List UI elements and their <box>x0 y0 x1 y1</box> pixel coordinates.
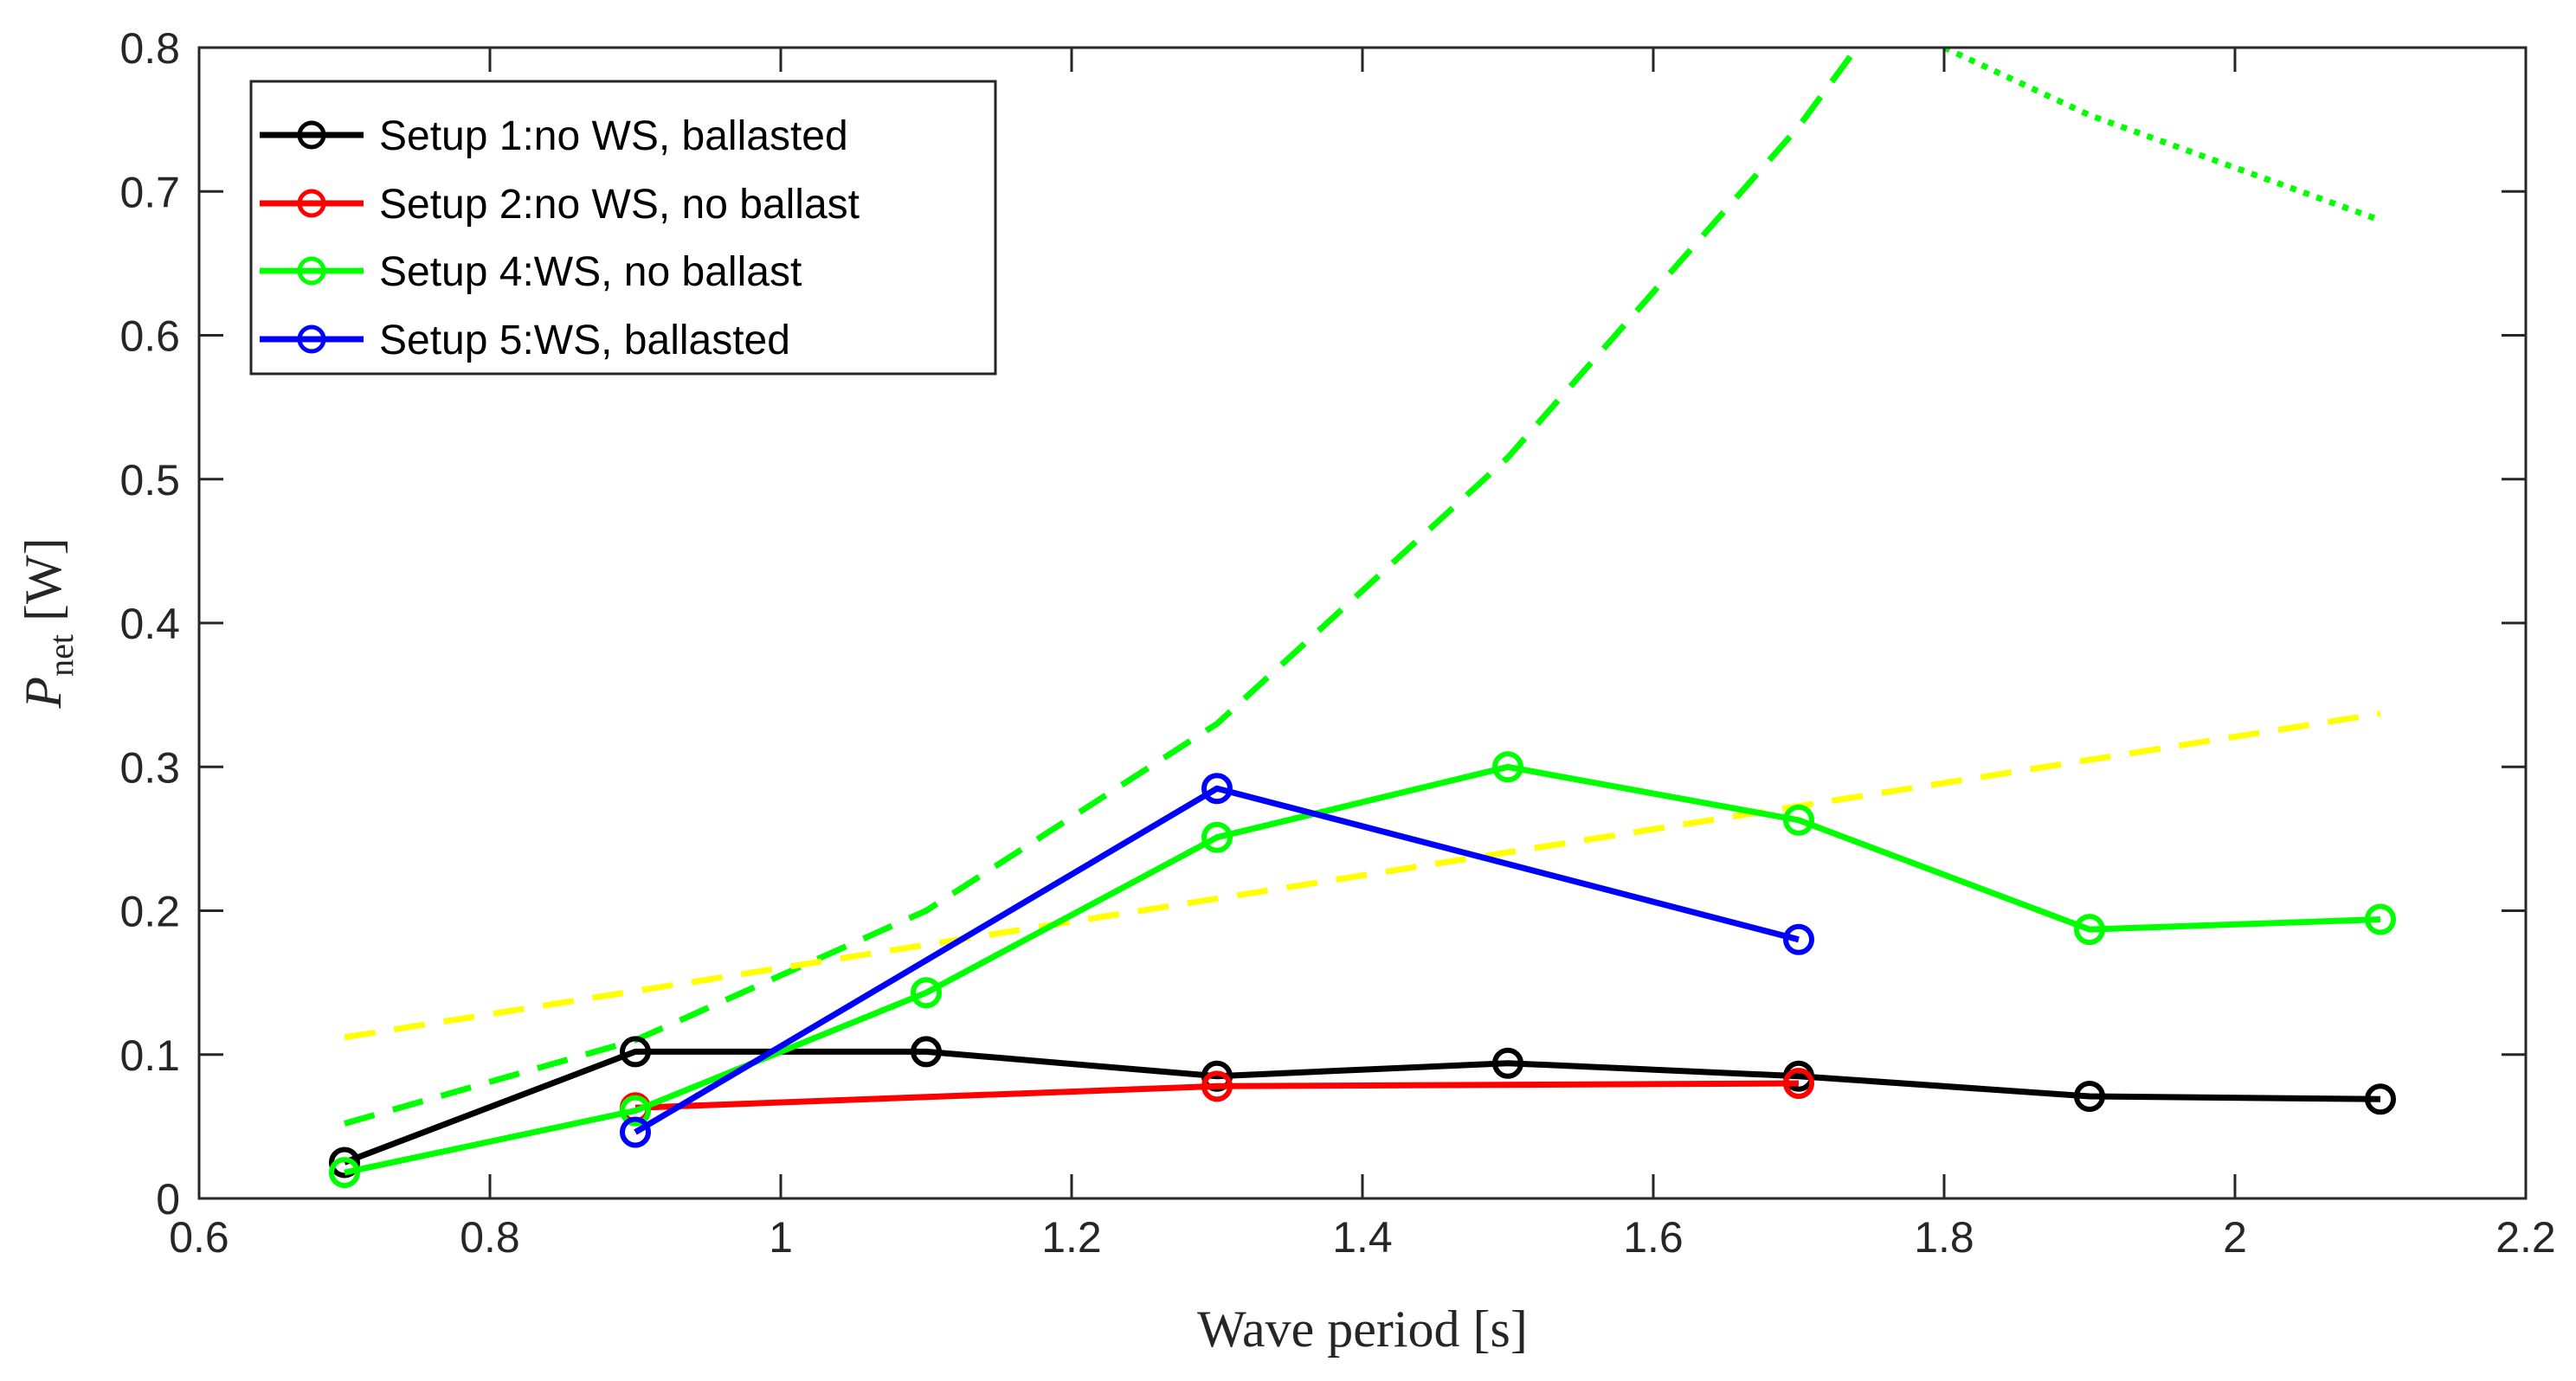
legend-item-setup-5: Setup 5:WS, ballasted <box>260 318 790 363</box>
data-point-setup-1-no-ws-ballasted <box>1492 1047 1523 1079</box>
y-axis-label-main: P <box>15 677 72 710</box>
legend-label-setup-5: Setup 5:WS, ballasted <box>379 318 790 363</box>
y-tick-label: 0.2 <box>119 888 180 936</box>
legend-label-setup-4: Setup 4:WS, no ballast <box>379 249 802 295</box>
svg-text:Pnet [W]: Pnet [W] <box>15 537 80 709</box>
data-point-setup-5-ws-ballasted <box>1783 923 1814 955</box>
legend-item-setup-4: Setup 4:WS, no ballast <box>260 249 802 295</box>
data-point-setup-5-ws-ballasted <box>620 1116 651 1148</box>
x-tick-label: 1.2 <box>1041 1213 1102 1262</box>
data-point-setup-1-no-ws-ballasted <box>2365 1083 2396 1115</box>
x-tick-label: 0.6 <box>169 1213 229 1262</box>
x-tick-label: 1.4 <box>1332 1213 1393 1262</box>
x-tick-label: 1.6 <box>1623 1213 1684 1262</box>
x-tick-label: 2.2 <box>2496 1213 2556 1262</box>
plot-frame <box>197 46 2528 1200</box>
data-point-setup-1-no-ws-ballasted <box>911 1036 942 1068</box>
legend: Setup 1:no WS, ballasted Setup 2:no WS, … <box>249 80 997 376</box>
legend-label-setup-1: Setup 1:no WS, ballasted <box>379 113 848 159</box>
data-point-setup-4-ws-no-ballast <box>2365 903 2396 935</box>
series-layer <box>329 48 2396 1189</box>
y-tick-label: 0.8 <box>119 24 180 73</box>
data-point-setup-2-no-ws-no-ballast <box>1201 1070 1233 1102</box>
legend-marker-setup-2 <box>297 189 326 218</box>
legend-box <box>249 80 997 376</box>
data-point-setup-5-ws-ballasted <box>1201 773 1233 805</box>
data-point-setup-4-ws-no-ballast <box>620 1095 651 1127</box>
x-tick-label: 1.8 <box>1914 1213 1974 1262</box>
y-tick-label: 0.1 <box>119 1031 180 1080</box>
data-point-setup-4-ws-no-ballast <box>911 977 942 1009</box>
y-axis-label: Pnet [W] <box>15 537 80 709</box>
legend-marker-setup-5 <box>297 324 326 354</box>
legend-item-setup-2: Setup 2:no WS, no ballast <box>260 182 860 228</box>
y-tick-label: 0.3 <box>119 743 180 792</box>
legend-marker-setup-4 <box>297 256 326 286</box>
y-tick-label: 0.6 <box>119 312 180 361</box>
y-tick-label: 0.5 <box>119 456 180 504</box>
data-point-setup-2-no-ws-no-ballast <box>1783 1068 1814 1099</box>
series-line-setup-1-no-ws-ballasted <box>343 1048 2381 1166</box>
x-tick-label: 1 <box>769 1213 793 1262</box>
data-point-setup-4-ws-no-ballast <box>329 1157 360 1189</box>
y-tick-label: 0.7 <box>119 168 180 216</box>
data-point-setup-4-ws-no-ballast <box>1492 751 1523 783</box>
data-point-setup-1-no-ws-ballasted <box>2074 1080 2105 1112</box>
data-point-setup-4-ws-no-ballast <box>1201 821 1233 853</box>
y-axis-label-unit: [W] <box>15 537 72 621</box>
series-line-yellow-dashed-line <box>344 710 2381 1041</box>
legend-item-setup-1: Setup 1:no WS, ballasted <box>260 113 848 159</box>
y-axis-label-subscript: net <box>42 634 80 677</box>
y-tick-label: 0.4 <box>119 600 180 648</box>
series-line-setup-2-no-ws-no-ballast <box>634 1080 1800 1111</box>
x-axis-label: Wave period [s] <box>1197 1301 1528 1358</box>
data-point-setup-1-no-ws-ballasted <box>329 1147 360 1179</box>
x-tick-label: 0.8 <box>460 1213 520 1262</box>
legend-label-setup-2: Setup 2:no WS, no ballast <box>379 182 860 228</box>
legend-marker-setup-1 <box>297 120 326 150</box>
y-tick-label: 0 <box>156 1175 180 1224</box>
data-point-setup-4-ws-no-ballast <box>2074 914 2105 946</box>
data-point-setup-1-no-ws-ballasted <box>620 1036 651 1068</box>
series-line-setup-4-ws-no-ballast <box>344 763 2381 1176</box>
x-tick-label: 2 <box>2223 1213 2247 1262</box>
data-point-setup-4-ws-no-ballast <box>1783 804 1814 836</box>
series-line-setup-5-ws-ballasted <box>634 785 1800 1135</box>
